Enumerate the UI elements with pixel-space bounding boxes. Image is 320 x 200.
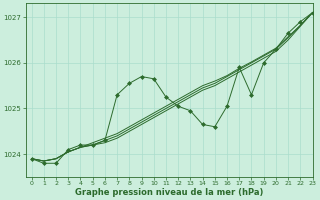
- X-axis label: Graphe pression niveau de la mer (hPa): Graphe pression niveau de la mer (hPa): [75, 188, 263, 197]
